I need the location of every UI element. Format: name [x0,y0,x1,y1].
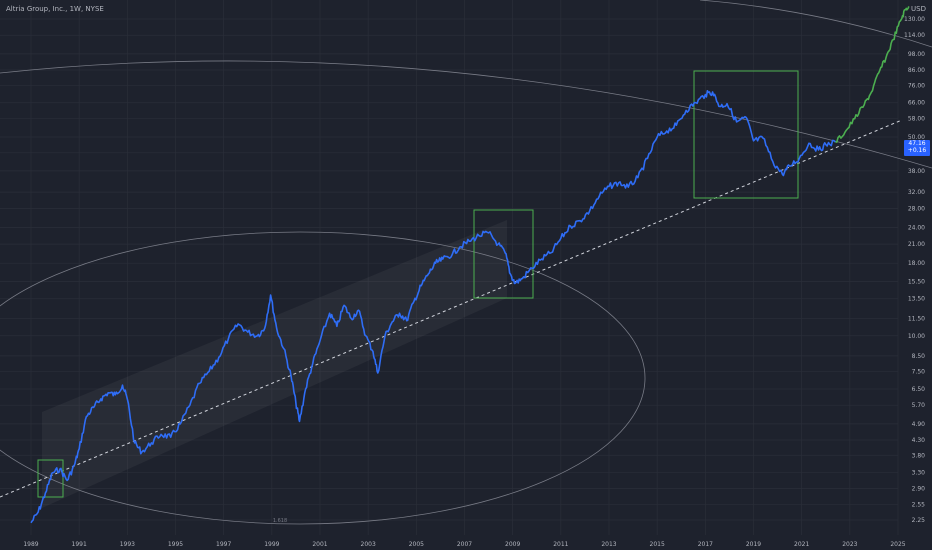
fib-arc-top [699,0,932,48]
y-tick-label: 32.00 [908,189,925,196]
shaded-channel [42,220,507,508]
price-line-primary [30,90,836,524]
last-price-tag: 47.16 +0.16 [904,140,930,156]
y-tick-label: 114.00 [904,32,925,39]
y-tick-label: 38.00 [908,168,925,175]
x-tick-label: 2013 [601,541,616,548]
y-tick-label: 10.00 [908,333,925,340]
x-tick-label: 2007 [457,541,472,548]
fib-arc-outer [0,60,932,169]
x-tick-label: 1995 [168,541,183,548]
y-tick-label: 58.00 [908,116,925,123]
y-tick-label: 24.00 [908,225,925,232]
trendline[interactable] [0,119,903,498]
currency-label: USD [911,5,926,13]
horizontal-grid [0,18,898,521]
y-tick-label: 15.50 [908,279,925,286]
y-tick-label: 18.00 [908,260,925,267]
x-tick-label: 2003 [361,541,376,548]
fib-label: 1.618 [273,518,287,524]
y-tick-label: 11.50 [908,316,925,323]
x-tick-label: 2017 [698,541,713,548]
x-tick-label: 1989 [23,541,38,548]
y-tick-label: 7.50 [912,368,926,375]
highlight-box-1990[interactable] [37,459,64,498]
x-tick-label: 2015 [650,541,665,548]
y-tick-label: 28.00 [908,206,925,213]
x-tick-label: 2019 [746,541,761,548]
y-tick-label: 86.00 [908,67,925,74]
y-tick-label: 4.90 [912,421,926,428]
last-price: 47.16 [908,140,926,147]
time-axis[interactable]: 1989 1991 1993 1995 1997 1999 2001 2003 2005 2007… [23,541,905,548]
y-tick-label: 2.90 [912,486,926,493]
y-tick-label: 13.50 [908,296,925,303]
x-tick-label: 1997 [216,541,231,548]
y-tick-label: 2.55 [912,502,926,509]
x-tick-label: 2005 [409,541,424,548]
y-tick-label: 6.50 [912,386,926,393]
price-line-recent [835,6,910,143]
y-tick-label: 66.00 [908,100,925,107]
x-tick-label: 1993 [120,541,135,548]
y-tick-label: 50.00 [908,134,925,141]
last-change: +0.16 [907,147,927,154]
x-tick-label: 1991 [72,541,87,548]
highlight-box-2008[interactable] [473,209,534,299]
fib-ellipse-inner [0,231,646,525]
vertical-grid [30,0,899,535]
y-tick-label: 21.00 [908,241,925,248]
price-axis[interactable]: 130.00 114.00 98.00 86.00 76.00 66.00 58.00 50.… [904,16,925,524]
x-tick-label: 2025 [890,541,905,548]
x-tick-label: 2001 [312,541,327,548]
x-tick-label: 1999 [264,541,279,548]
y-tick-label: 98.00 [908,51,925,58]
x-tick-label: 2009 [505,541,520,548]
symbol-title: Altria Group, Inc., 1W, NYSE [6,5,104,13]
y-tick-label: 76.00 [908,82,925,89]
y-tick-label: 3.80 [912,452,926,459]
y-tick-label: 4.30 [912,437,926,444]
y-tick-label: 2.25 [912,517,926,524]
x-tick-label: 2011 [553,541,568,548]
y-tick-label: 5.70 [912,402,926,409]
x-tick-label: 2023 [842,541,857,548]
y-tick-label: 8.50 [912,353,926,360]
y-tick-label: 130.00 [904,16,925,23]
x-tick-label: 2021 [794,541,809,548]
highlight-box-2017[interactable] [693,70,799,199]
y-tick-label: 3.30 [912,470,926,477]
